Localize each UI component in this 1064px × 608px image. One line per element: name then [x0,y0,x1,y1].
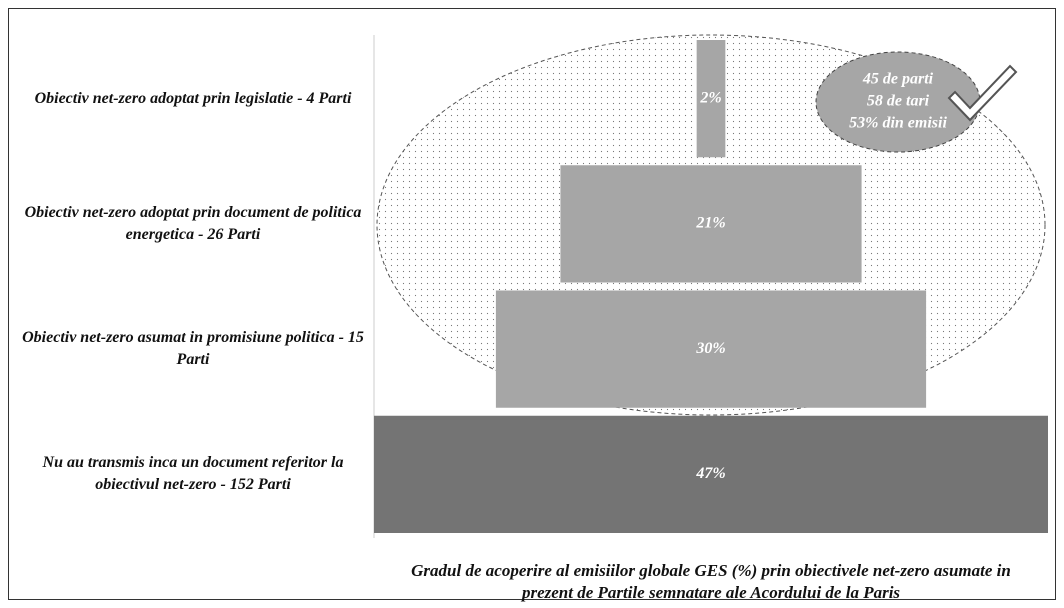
category-label: Obiectiv net-zero adoptat prin legislati… [34,89,352,107]
frame [8,8,1056,600]
x-axis-label: Gradul de acoperire al emisiilor globale… [411,561,1011,602]
value-label: 21% [695,215,725,232]
bar [560,165,862,283]
check-icon [947,64,1018,122]
annotation: 45 de parti [862,71,934,88]
category-label: Obiectiv net-zero adoptat prin document … [24,203,362,243]
bar [696,40,726,158]
annotation: 53% din emisii [849,115,947,132]
annotation: 58 de tari [867,93,930,110]
category-label: Nu au transmis inca un document referito… [42,454,344,494]
value-label: 30% [695,340,725,357]
bar [495,290,927,408]
bar [374,415,1048,533]
category-label: Obiectiv net-zero asumat in promisiune p… [22,329,364,369]
value-label: 2% [699,89,721,106]
value-label: 47% [695,465,725,482]
